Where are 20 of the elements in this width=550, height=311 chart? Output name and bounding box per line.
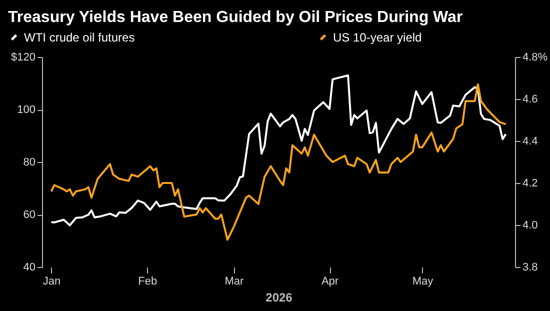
x-tick-label: Feb bbox=[138, 276, 158, 288]
x-tick-label: Mar bbox=[224, 276, 244, 288]
y2-tick-label: 4.0 bbox=[522, 220, 538, 232]
x-axis-title: 2026 bbox=[266, 290, 293, 304]
legend-label: WTI crude oil futures bbox=[24, 30, 135, 44]
y-tick-label: 40 bbox=[23, 262, 36, 274]
x-tick-label: Jan bbox=[42, 276, 61, 288]
y-tick-label: $120 bbox=[11, 52, 36, 64]
y2-tick-label: 4.4 bbox=[522, 136, 538, 148]
y-tick-label: 60 bbox=[23, 209, 36, 221]
y-tick-label: 100 bbox=[17, 104, 36, 116]
x-tick-label: Apr bbox=[321, 276, 339, 288]
y2-tick-label: 4.8% bbox=[522, 52, 548, 64]
y2-tick-label: 3.8 bbox=[522, 262, 538, 274]
x-tick-label: May bbox=[412, 276, 434, 288]
y2-tick-label: 4.2 bbox=[522, 178, 538, 190]
y2-tick-label: 4.6 bbox=[522, 94, 538, 106]
chart-title: Treasury Yields Have Been Guided by Oil Prices During War bbox=[8, 9, 463, 26]
legend-label: US 10-year yield bbox=[333, 30, 422, 44]
y-tick-label: 80 bbox=[23, 156, 36, 168]
